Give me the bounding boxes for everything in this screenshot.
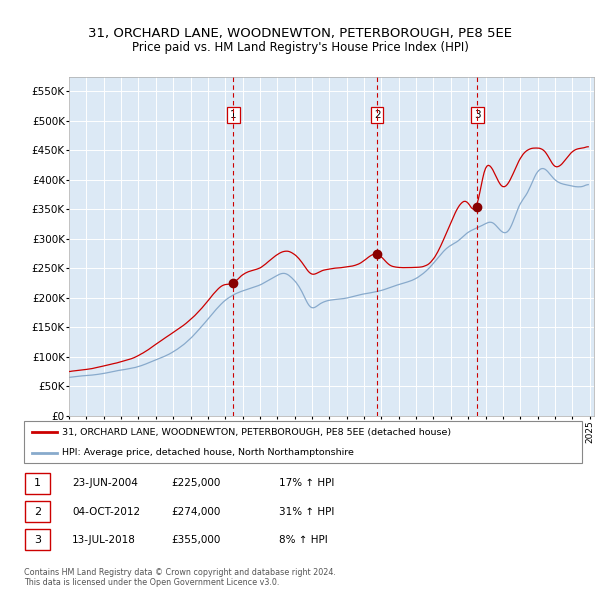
Text: Contains HM Land Registry data © Crown copyright and database right 2024.
This d: Contains HM Land Registry data © Crown c… [24, 568, 336, 587]
Text: 17% ↑ HPI: 17% ↑ HPI [279, 478, 334, 488]
Text: HPI: Average price, detached house, North Northamptonshire: HPI: Average price, detached house, Nort… [62, 448, 354, 457]
Text: 3: 3 [34, 535, 41, 545]
Text: 8% ↑ HPI: 8% ↑ HPI [279, 535, 328, 545]
Text: 2: 2 [34, 507, 41, 516]
Text: 04-OCT-2012: 04-OCT-2012 [72, 507, 140, 516]
Text: 2: 2 [374, 110, 380, 120]
Text: 3: 3 [474, 110, 481, 120]
Text: £355,000: £355,000 [171, 535, 220, 545]
Text: 31% ↑ HPI: 31% ↑ HPI [279, 507, 334, 516]
Text: £225,000: £225,000 [171, 478, 220, 488]
Text: 31, ORCHARD LANE, WOODNEWTON, PETERBOROUGH, PE8 5EE: 31, ORCHARD LANE, WOODNEWTON, PETERBOROU… [88, 27, 512, 40]
Text: 1: 1 [34, 478, 41, 488]
Text: £274,000: £274,000 [171, 507, 220, 516]
Text: 23-JUN-2004: 23-JUN-2004 [72, 478, 138, 488]
Text: 31, ORCHARD LANE, WOODNEWTON, PETERBOROUGH, PE8 5EE (detached house): 31, ORCHARD LANE, WOODNEWTON, PETERBOROU… [62, 428, 451, 437]
Text: Price paid vs. HM Land Registry's House Price Index (HPI): Price paid vs. HM Land Registry's House … [131, 41, 469, 54]
Text: 13-JUL-2018: 13-JUL-2018 [72, 535, 136, 545]
Text: 1: 1 [230, 110, 237, 120]
